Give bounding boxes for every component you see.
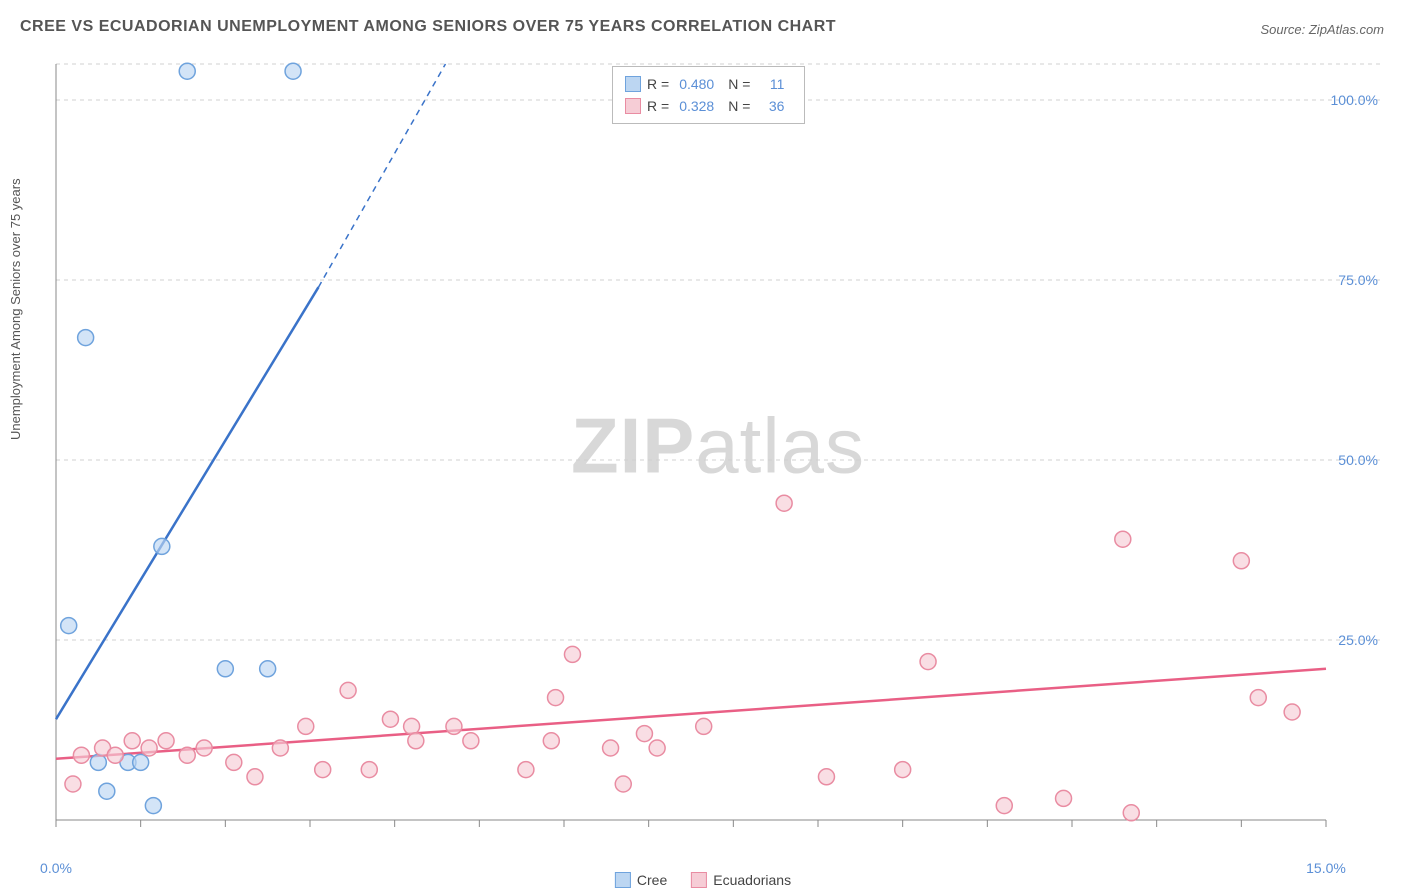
legend-swatch — [625, 98, 641, 114]
series-legend-item: Cree — [615, 872, 667, 888]
y-tick-label: 100.0% — [1331, 92, 1378, 108]
legend-r-value: 0.480 — [679, 76, 714, 92]
correlation-legend-row: R = 0.328 N = 36 — [625, 95, 792, 117]
legend-n-value: 11 — [760, 76, 784, 92]
chart-title: CREE VS ECUADORIAN UNEMPLOYMENT AMONG SE… — [20, 18, 836, 36]
series-legend-item: Ecuadorians — [691, 872, 791, 888]
y-tick-label: 25.0% — [1338, 632, 1378, 648]
legend-swatch — [615, 872, 631, 888]
legend-r-value: 0.328 — [679, 98, 714, 114]
correlation-legend-row: R = 0.480 N = 11 — [625, 73, 792, 95]
legend-swatch — [625, 76, 641, 92]
legend-n-value: 36 — [760, 98, 784, 114]
correlation-legend: R = 0.480 N = 11 R = 0.328 N = 36 — [612, 66, 805, 124]
source-attribution: Source: ZipAtlas.com — [1260, 22, 1384, 37]
legend-r-label: R = — [647, 76, 669, 92]
series-legend-label: Cree — [637, 872, 667, 888]
plot-area: ZIPatlas R =0.480N =11R =0.328N =36 25.0… — [52, 60, 1384, 850]
y-axis-label: Unemployment Among Seniors over 75 years — [8, 178, 23, 440]
y-tick-label: 50.0% — [1338, 452, 1378, 468]
x-tick-label: 0.0% — [40, 860, 72, 876]
legend-n-label: N = — [728, 98, 750, 114]
legend-swatch — [691, 872, 707, 888]
y-tick-label: 75.0% — [1338, 272, 1378, 288]
scatter-chart-svg — [52, 60, 1384, 850]
series-legend-label: Ecuadorians — [713, 872, 791, 888]
legend-n-label: N = — [728, 76, 750, 92]
x-tick-label: 15.0% — [1306, 860, 1346, 876]
legend-r-label: R = — [647, 98, 669, 114]
series-legend: Cree Ecuadorians — [615, 872, 791, 888]
